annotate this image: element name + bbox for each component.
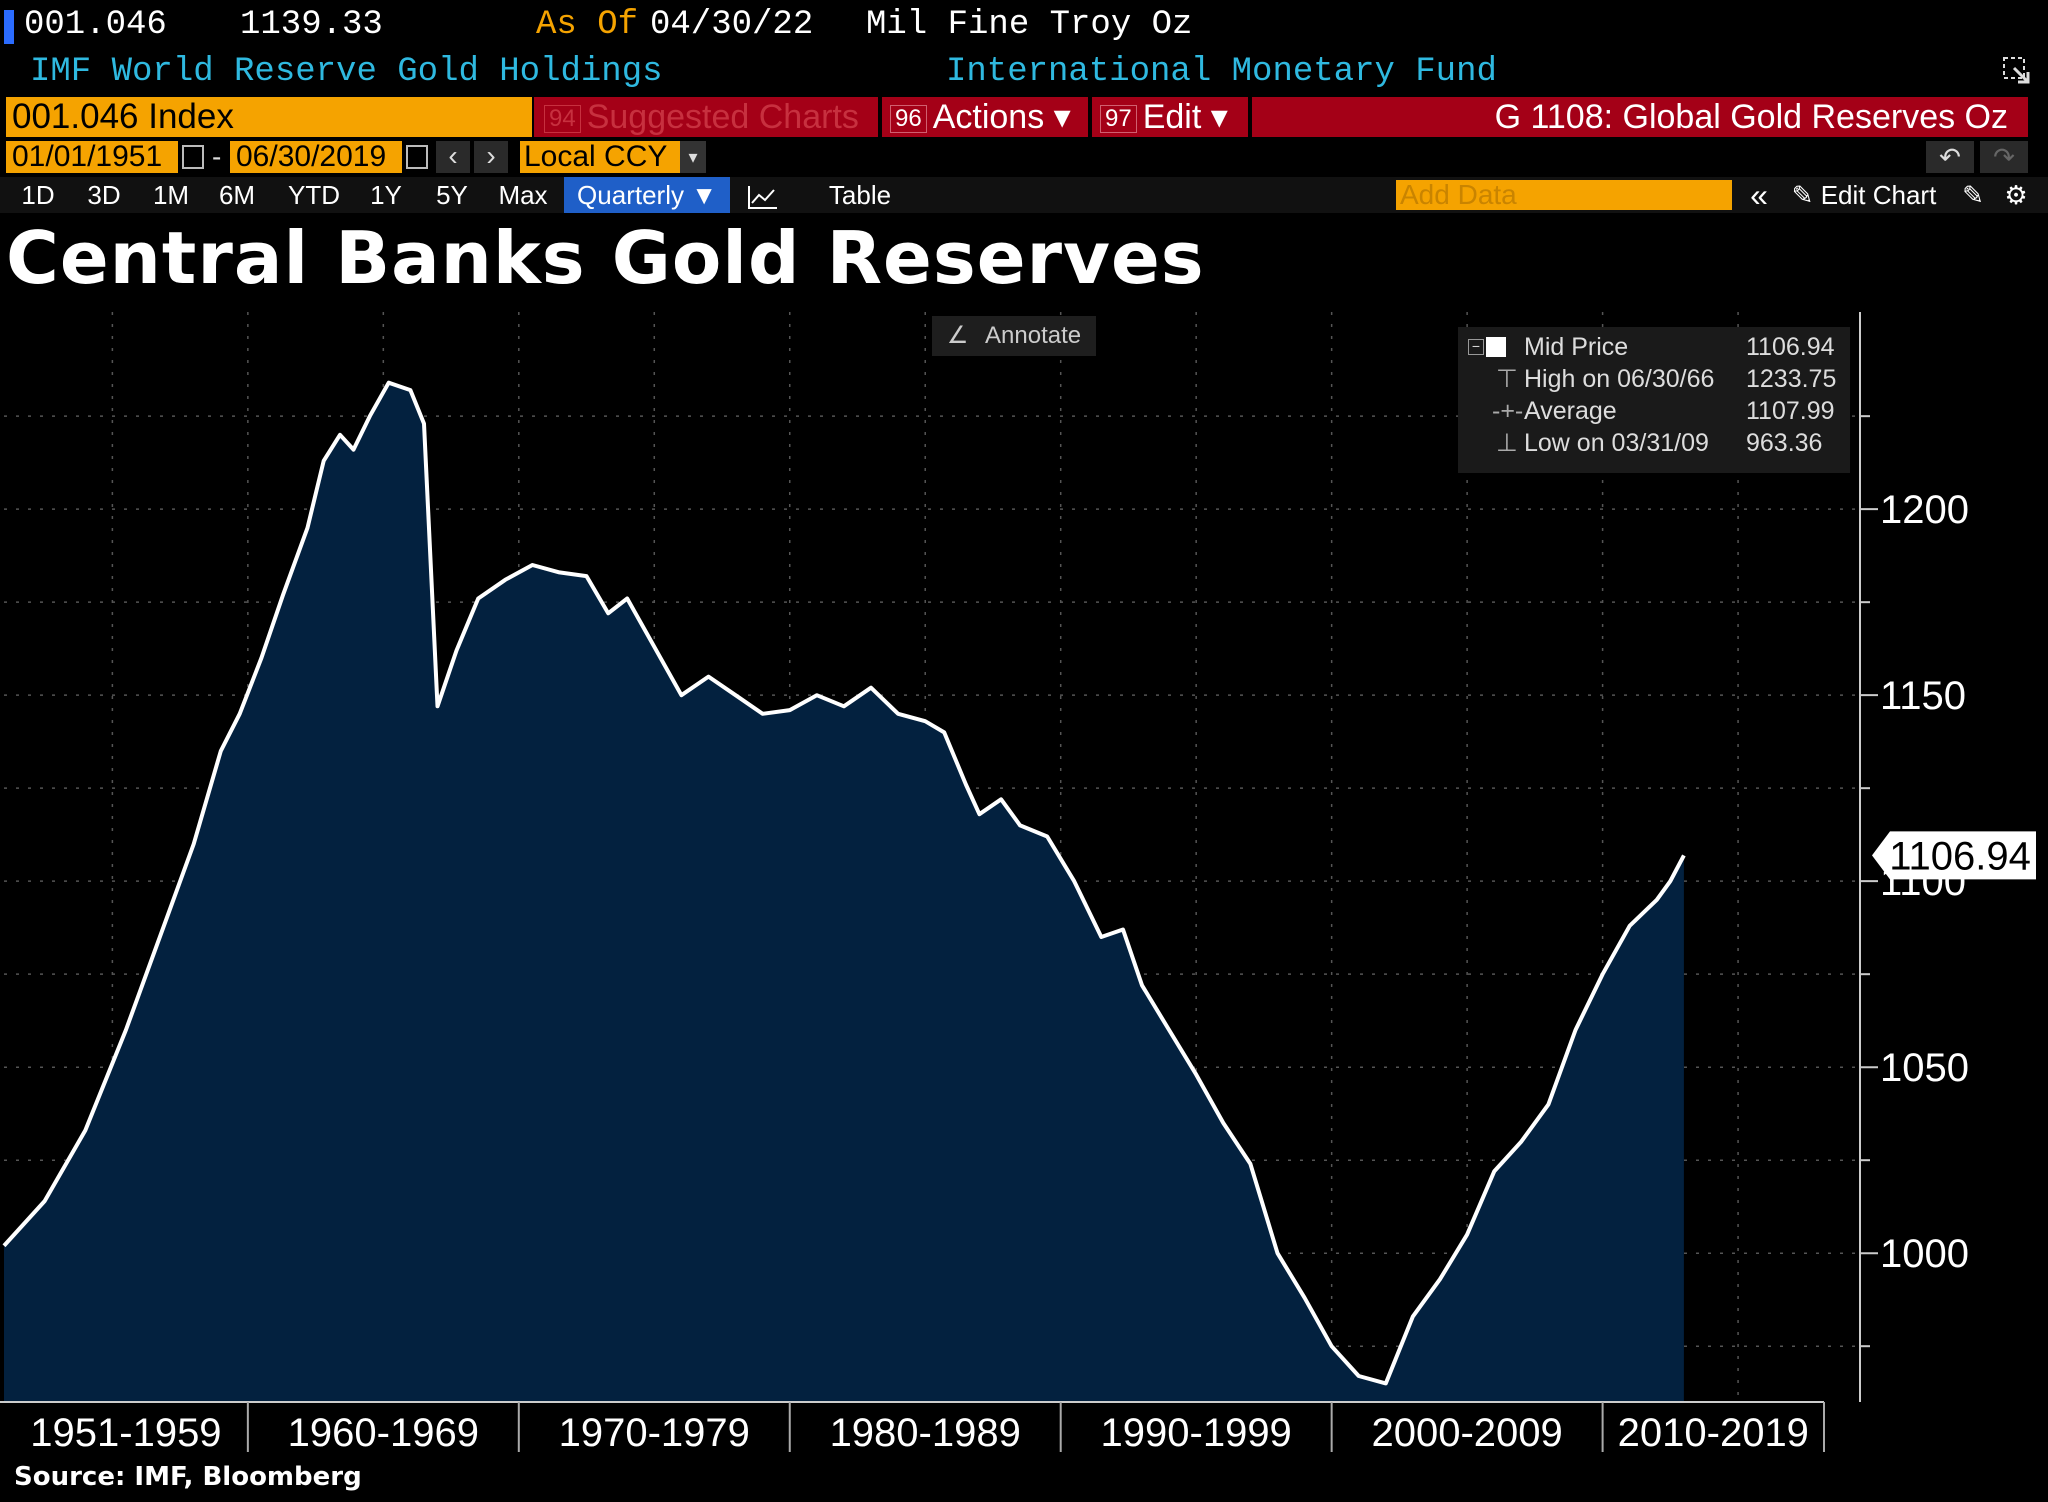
- period-5y[interactable]: 5Y: [436, 180, 468, 210]
- annotate-button[interactable]: ∠ Annotate: [932, 316, 1096, 356]
- series-line: [2, 380, 1686, 1386]
- edit-chart-button[interactable]: ✎ Edit Chart: [1788, 177, 1940, 213]
- edit-num: 97: [1100, 105, 1137, 134]
- suggested-charts-button[interactable]: 94 Suggested Charts: [534, 97, 878, 137]
- ticker: 001.046: [24, 6, 167, 44]
- period-3d[interactable]: 3D: [87, 180, 121, 210]
- high-value: 1233.75: [1746, 365, 1837, 393]
- graph-title: G 1108: Global Gold Reserves Oz: [1252, 97, 2028, 137]
- period-max[interactable]: Max: [498, 180, 548, 210]
- x-tick-label: 1980-1989: [830, 1411, 1021, 1455]
- mid-value: 1106.94: [1746, 333, 1835, 361]
- legend: − Mid Price 1106.94 ⊤ High on 06/30/66 1…: [1458, 327, 1850, 473]
- chart-type-icon[interactable]: [742, 177, 784, 213]
- date-dash: -: [212, 141, 222, 172]
- index-field[interactable]: 001.046 Index: [6, 97, 532, 137]
- last-value-label: 1106.94: [1889, 834, 2031, 878]
- average-marker-icon: -+-: [1492, 397, 1524, 425]
- redo-icon[interactable]: ↷: [1980, 141, 2028, 173]
- low-label: Low on 03/31/09: [1524, 429, 1709, 457]
- end-calendar-icon[interactable]: [406, 145, 428, 169]
- x-tick-label: 1951-1959: [30, 1411, 221, 1455]
- prev-button[interactable]: ‹: [436, 141, 470, 173]
- average-label: Average: [1524, 397, 1617, 425]
- chart-title: Central Banks Gold Reserves: [6, 216, 1205, 300]
- undo-icon[interactable]: ↶: [1926, 141, 1974, 173]
- y-tick-label: 1050: [1880, 1046, 1969, 1090]
- settings-icon[interactable]: ⚙: [2004, 180, 2028, 210]
- edit-button[interactable]: 97 Edit ▾: [1092, 97, 1248, 137]
- date-bar: 01/01/1951 - 06/30/2019 ‹ › Local CCY ▾ …: [0, 141, 2048, 175]
- collapse-box-icon[interactable]: −: [1468, 339, 1484, 355]
- pencil-icon: ✎: [1791, 180, 1814, 210]
- collapse-icon[interactable]: «: [1750, 177, 1768, 213]
- as-of-date: 04/30/22: [650, 6, 814, 44]
- series-area: [4, 382, 1684, 1402]
- last-value: 1139.33: [240, 6, 383, 44]
- x-tick-label: 1990-1999: [1101, 1411, 1292, 1455]
- mid-swatch: [1486, 337, 1506, 357]
- actions-label: Actions ▾: [932, 98, 1071, 136]
- low-value: 963.36: [1746, 429, 1823, 457]
- x-tick-label: 2000-2009: [1371, 1411, 1562, 1455]
- actions-button[interactable]: 96 Actions ▾: [882, 97, 1088, 137]
- period-6m[interactable]: 6M: [218, 180, 256, 210]
- annotate-label: Annotate: [985, 322, 1082, 349]
- y-tick-label: 1200: [1880, 488, 1969, 532]
- legend-average: -+- Average 1107.99: [1458, 395, 1850, 427]
- period-1y[interactable]: 1Y: [370, 180, 402, 210]
- add-data-input[interactable]: Add Data: [1396, 180, 1732, 210]
- legend-high: ⊤ High on 06/30/66 1233.75: [1458, 363, 1850, 395]
- x-tick-label: 2010-2019: [1618, 1411, 1809, 1455]
- as-of-label: As Of: [536, 6, 639, 44]
- legend-low: ⊥ Low on 03/31/09 963.36: [1458, 427, 1850, 459]
- edit-label: Edit ▾: [1142, 98, 1228, 136]
- average-value: 1107.99: [1746, 397, 1835, 425]
- next-button[interactable]: ›: [474, 141, 508, 173]
- y-tick-label: 1150: [1880, 674, 1966, 718]
- mid-label: Mid Price: [1524, 333, 1629, 361]
- source-note: Source: IMF, Bloomberg: [14, 1462, 362, 1492]
- popout-icon[interactable]: [2002, 56, 2032, 86]
- annotate-pencil-icon: ∠: [946, 322, 969, 349]
- y-tick-label: 1000: [1880, 1232, 1969, 1276]
- x-tick-label: 1960-1969: [288, 1411, 479, 1455]
- frequency-select[interactable]: Quarterly ▼: [564, 177, 730, 213]
- high-label: High on 06/30/66: [1524, 365, 1715, 393]
- command-bar: 001.046 Index 94 Suggested Charts 96 Actio…: [0, 97, 2048, 139]
- start-calendar-icon[interactable]: [182, 145, 204, 169]
- suggested-label: Suggested Charts: [586, 98, 859, 136]
- units: Mil Fine Troy Oz: [866, 6, 1193, 44]
- y-tick-label: 1100: [1880, 860, 1966, 904]
- edit-chart-label: Edit Chart: [1820, 180, 1937, 210]
- high-marker-icon: ⊤: [1496, 365, 1518, 393]
- period-1m[interactable]: 1M: [152, 180, 190, 210]
- actions-num: 96: [890, 105, 927, 134]
- start-date-field[interactable]: 01/01/1951: [6, 141, 178, 173]
- source-name: International Monetary Fund: [946, 53, 1497, 91]
- toolbar: 1D 3D 1M 6M YTD 1Y 5Y Max Quarterly ▼ Ta…: [0, 177, 2048, 213]
- currency-select[interactable]: Local CCY: [520, 141, 706, 173]
- chevron-down-icon[interactable]: ▾: [680, 141, 706, 173]
- period-ytd[interactable]: YTD: [288, 180, 340, 210]
- legend-mid: − Mid Price 1106.94: [1458, 331, 1850, 363]
- description: IMF World Reserve Gold Holdings: [30, 53, 663, 91]
- ticker-marker: [4, 10, 14, 44]
- table-button[interactable]: Table: [828, 180, 892, 210]
- last-value-badge: [1872, 831, 2036, 880]
- low-marker-icon: ⊥: [1496, 429, 1518, 457]
- edit-small-icon[interactable]: ✎: [1962, 180, 1984, 210]
- suggested-num: 94: [544, 105, 581, 134]
- end-date-field[interactable]: 06/30/2019: [230, 141, 402, 173]
- period-1d[interactable]: 1D: [21, 180, 55, 210]
- x-tick-label: 1970-1979: [559, 1411, 750, 1455]
